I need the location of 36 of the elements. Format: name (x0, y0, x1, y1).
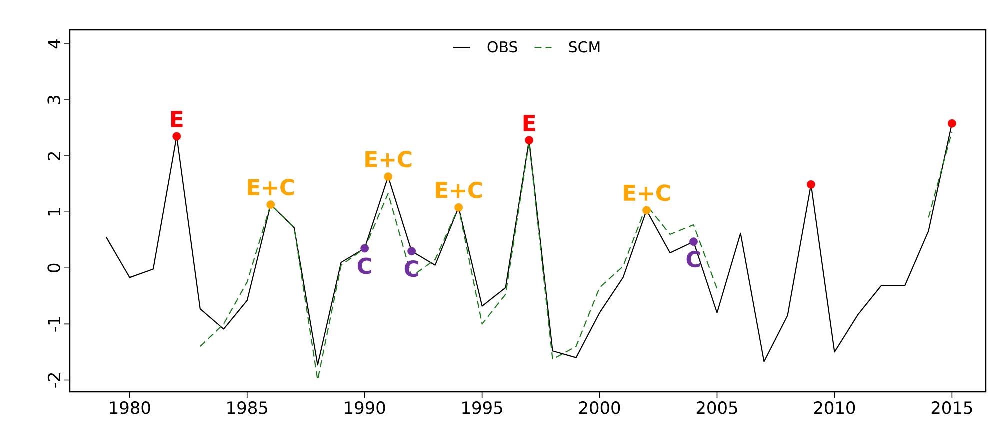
point (360, 244, 370, 253)
x-tick-label: 1985 (228, 402, 268, 414)
annotation: E+C (366, 151, 412, 168)
legend-label: SCM (569, 41, 600, 53)
annotation: E (171, 111, 183, 128)
point (525, 136, 534, 145)
annotation: E+C (248, 179, 294, 196)
point (690, 238, 698, 246)
annotation: C (404, 260, 418, 278)
x-tick-label: 2000 (579, 402, 620, 414)
y-tick-label: -1 (48, 317, 60, 332)
point (384, 172, 393, 182)
x-tick-label: 2005 (696, 402, 738, 414)
annotation: E (524, 115, 536, 132)
point (172, 132, 182, 141)
annotation: C (358, 258, 372, 274)
y-tick-label: 4 (48, 40, 60, 49)
x-tick-label: 2010 (814, 402, 856, 414)
y-tick-label: 1 (48, 208, 60, 216)
x-tick-label: 1995 (462, 402, 502, 414)
x-tick-label: 1990 (345, 402, 386, 414)
point (454, 203, 464, 212)
annotation: E+C (436, 182, 482, 198)
x-tick-label: 1980 (110, 402, 150, 414)
point (408, 247, 416, 256)
point (266, 200, 276, 210)
y-tick-label: -2 (48, 373, 60, 388)
y-tick-label: 0 (48, 264, 60, 272)
x-tick-label: 2015 (932, 402, 972, 414)
y-tick-label: 3 (48, 96, 60, 104)
point (948, 119, 956, 128)
y-tick-label: 2 (48, 152, 60, 160)
annotation: E+C (624, 184, 670, 202)
legend-label: OBS (488, 41, 518, 53)
point (807, 180, 816, 189)
point (642, 206, 651, 215)
